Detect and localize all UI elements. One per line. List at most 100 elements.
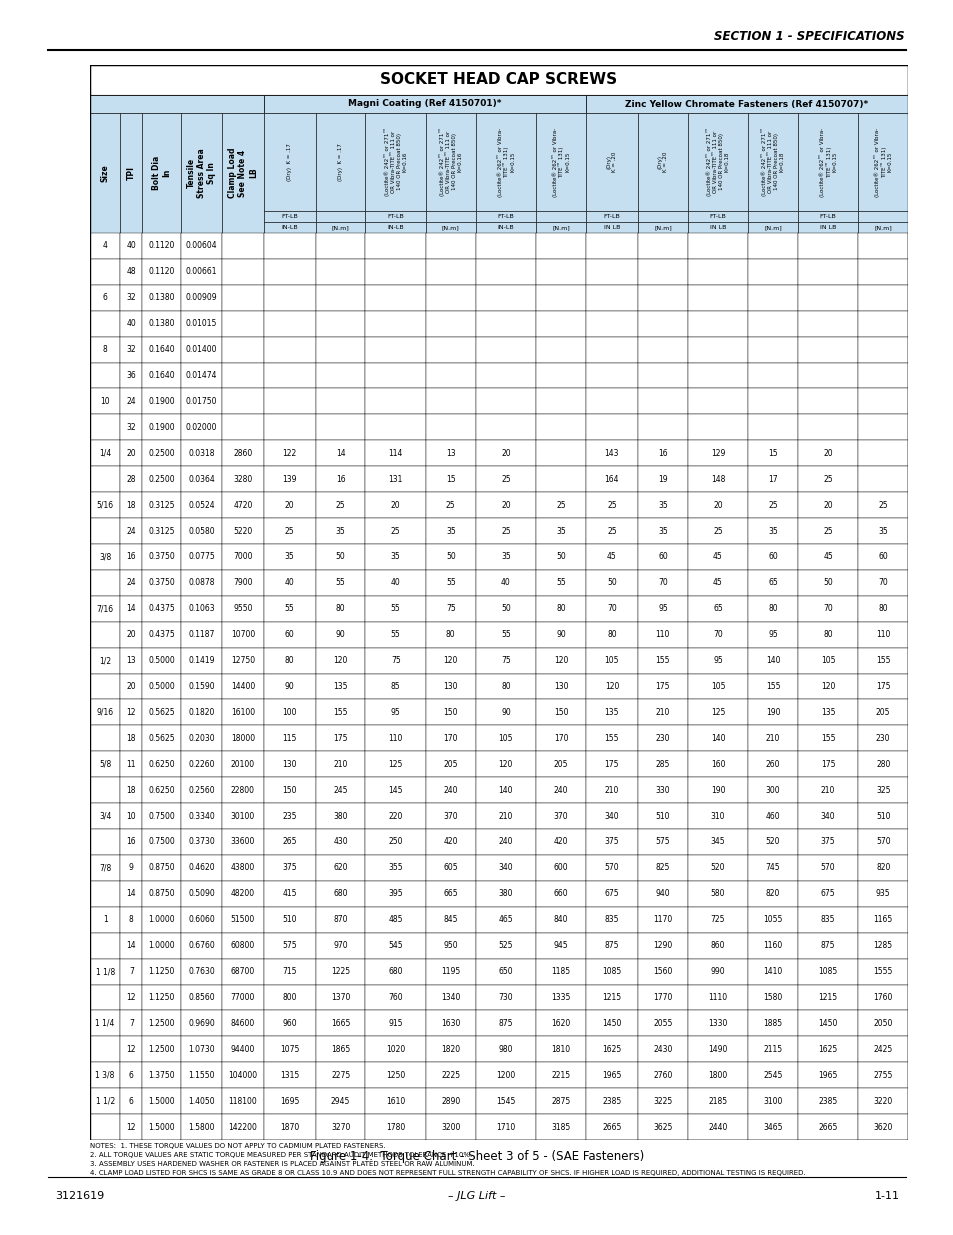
Bar <box>222 285 263 311</box>
Bar <box>797 699 858 725</box>
Bar <box>747 777 797 803</box>
Bar <box>142 259 181 285</box>
Bar <box>585 1062 638 1088</box>
Text: 114: 114 <box>388 448 402 458</box>
Text: 2875: 2875 <box>551 1097 570 1105</box>
Bar <box>585 906 638 932</box>
Text: FT-LB: FT-LB <box>709 214 725 219</box>
Text: NO. 5000059    REV. K: NO. 5000059 REV. K <box>785 1119 869 1128</box>
Bar <box>797 777 858 803</box>
Bar <box>536 725 585 751</box>
Bar <box>90 1036 120 1062</box>
Text: 130: 130 <box>443 682 457 692</box>
Text: 1555: 1555 <box>873 967 892 976</box>
Text: 420: 420 <box>443 837 457 846</box>
Text: 50: 50 <box>445 552 456 562</box>
Text: 129: 129 <box>710 448 724 458</box>
Bar <box>426 725 476 751</box>
Bar <box>747 337 797 363</box>
Text: 55: 55 <box>285 604 294 614</box>
Text: 10: 10 <box>127 811 136 820</box>
Text: 0.2030: 0.2030 <box>188 734 214 742</box>
Bar <box>426 881 476 906</box>
Bar <box>222 543 263 569</box>
Text: 285: 285 <box>655 760 669 768</box>
Text: 45: 45 <box>712 578 722 588</box>
Text: 164: 164 <box>604 474 618 484</box>
Bar <box>476 595 536 621</box>
Bar <box>181 543 222 569</box>
Bar <box>476 112 536 211</box>
Bar <box>476 467 536 492</box>
Text: 90: 90 <box>500 708 510 716</box>
Text: 155: 155 <box>875 656 889 666</box>
Bar <box>263 725 315 751</box>
Text: 1110: 1110 <box>708 993 727 1002</box>
Text: 230: 230 <box>655 734 669 742</box>
Text: 870: 870 <box>333 915 348 924</box>
Text: 0.1380: 0.1380 <box>149 319 174 329</box>
Text: 155: 155 <box>655 656 669 666</box>
Text: 9: 9 <box>129 863 133 872</box>
Bar <box>90 751 120 777</box>
Text: 105: 105 <box>820 656 835 666</box>
Text: 205: 205 <box>443 760 457 768</box>
Bar <box>858 881 907 906</box>
Text: 340: 340 <box>498 863 513 872</box>
Bar <box>585 1088 638 1114</box>
Bar <box>142 1062 181 1088</box>
Text: 0.2500: 0.2500 <box>148 448 174 458</box>
Text: 6: 6 <box>129 1097 133 1105</box>
Bar <box>263 441 315 467</box>
Bar <box>747 233 797 259</box>
Text: 1.2500: 1.2500 <box>149 1019 174 1028</box>
Bar <box>858 285 907 311</box>
Bar <box>120 517 142 543</box>
Bar <box>747 492 797 517</box>
Bar <box>858 389 907 415</box>
Bar <box>476 855 536 881</box>
Text: 20: 20 <box>127 448 136 458</box>
Bar <box>687 311 747 337</box>
Text: Size: Size <box>101 164 110 182</box>
Bar <box>222 829 263 855</box>
Text: 65: 65 <box>767 578 777 588</box>
Text: 0.0364: 0.0364 <box>188 474 214 484</box>
Bar <box>638 1010 687 1036</box>
Text: 25: 25 <box>285 526 294 536</box>
Bar <box>536 112 585 211</box>
Text: 145: 145 <box>388 785 402 794</box>
Text: 935: 935 <box>875 889 889 898</box>
Bar <box>797 725 858 751</box>
Bar <box>536 777 585 803</box>
Text: 1.1250: 1.1250 <box>149 993 174 1002</box>
Text: IN LB: IN LB <box>819 225 836 230</box>
Bar <box>181 751 222 777</box>
Bar <box>536 803 585 829</box>
Bar <box>585 803 638 829</box>
Bar <box>120 906 142 932</box>
Text: 1865: 1865 <box>331 1045 350 1053</box>
Bar <box>365 881 426 906</box>
Bar <box>747 467 797 492</box>
Text: 1165: 1165 <box>873 915 892 924</box>
Bar <box>476 932 536 958</box>
Text: 110: 110 <box>875 630 889 640</box>
Bar <box>181 958 222 984</box>
Bar <box>426 363 476 389</box>
Bar <box>90 492 120 517</box>
Bar <box>476 1010 536 1036</box>
Text: IN-LB: IN-LB <box>387 225 404 230</box>
Bar <box>365 1088 426 1114</box>
Bar <box>181 569 222 595</box>
Text: [N.m]: [N.m] <box>441 225 459 230</box>
Bar <box>365 492 426 517</box>
Bar <box>426 932 476 958</box>
Text: 20100: 20100 <box>231 760 254 768</box>
Bar <box>90 95 263 112</box>
Text: 570: 570 <box>604 863 618 872</box>
Bar <box>687 673 747 699</box>
Bar <box>585 777 638 803</box>
Text: 0.3730: 0.3730 <box>188 837 214 846</box>
Bar <box>858 1036 907 1062</box>
